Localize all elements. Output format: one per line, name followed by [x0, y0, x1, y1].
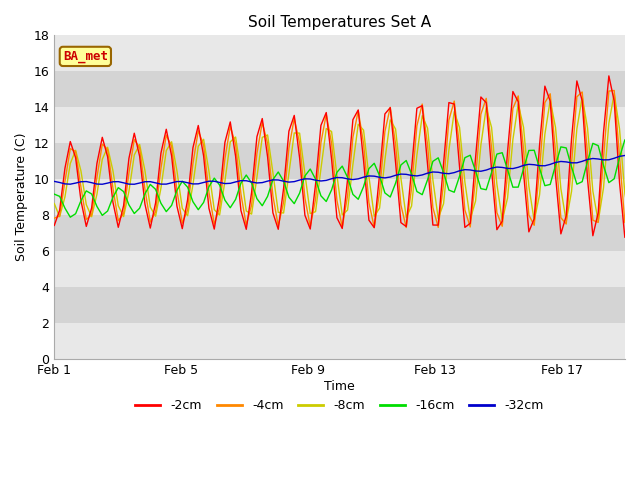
Title: Soil Temperatures Set A: Soil Temperatures Set A: [248, 15, 431, 30]
Text: BA_met: BA_met: [63, 50, 108, 63]
Y-axis label: Soil Temperature (C): Soil Temperature (C): [15, 133, 28, 262]
X-axis label: Time: Time: [324, 380, 355, 393]
Legend: -2cm, -4cm, -8cm, -16cm, -32cm: -2cm, -4cm, -8cm, -16cm, -32cm: [131, 395, 549, 418]
Bar: [54, 143, 625, 179]
Bar: [54, 251, 625, 287]
Bar: [54, 107, 625, 143]
Bar: [54, 72, 625, 107]
Bar: [54, 36, 625, 72]
Bar: [54, 287, 625, 323]
Bar: [54, 323, 625, 359]
Bar: [54, 215, 625, 251]
Bar: [54, 179, 625, 215]
